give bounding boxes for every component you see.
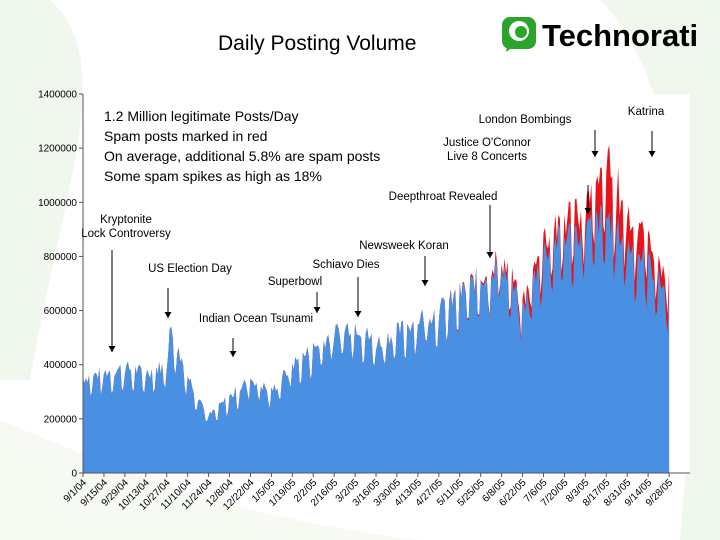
arrow-head-icon <box>591 151 599 157</box>
annotation-label: Deepthroat Revealed <box>389 191 498 203</box>
annotation: Kryptonite Lock Controversy <box>81 214 171 352</box>
y-tick-label: 200000 <box>44 414 78 425</box>
annotation-label: Newsweek Koran <box>359 240 448 252</box>
annotation-label: Justice O'Connor <box>443 137 531 149</box>
arrow-head-icon <box>313 307 321 313</box>
annotation-label: Live 8 Concerts <box>447 151 527 163</box>
arrow-head-icon <box>648 151 656 157</box>
arrow-head-icon <box>229 351 237 357</box>
brand-logo-icon <box>502 17 536 52</box>
event-annotations: Kryptonite Lock Controversy US Election Da… <box>81 106 665 357</box>
annotation: Justice O'Connor Live 8 Concerts <box>443 137 592 214</box>
annotation: Indian Ocean Tsunami <box>199 313 313 357</box>
y-tick-label: 1000000 <box>38 198 77 209</box>
legitimate-series-area <box>83 204 670 473</box>
summary-notes: 1.2 Million legitimate Posts/Day Spam po… <box>104 108 380 184</box>
annotation: Superbowl <box>268 276 322 313</box>
annotation: Deepthroat Revealed <box>389 191 498 258</box>
brand-name: Technorati <box>542 18 698 53</box>
arrow-head-icon <box>421 280 429 286</box>
annotation-label: Kryptonite <box>100 214 152 226</box>
annotation-label: London Bombings <box>479 114 572 126</box>
annotation-label: US Election Day <box>148 263 232 275</box>
y-tick-label: 400000 <box>44 360 78 371</box>
y-axis-ticks: 0 200000 400000 600000 800000 1000000 1200000 1… <box>38 90 83 480</box>
note-line: 1.2 Million legitimate Posts/Day <box>104 108 299 124</box>
annotation: Katrina <box>628 106 665 157</box>
annotation-label: Schiavo Dies <box>312 259 379 271</box>
arrow-head-icon <box>108 346 116 352</box>
note-line: Some spam spikes as high as 18% <box>104 168 322 184</box>
annotation-label: Superbowl <box>268 276 322 288</box>
arrow-head-icon <box>164 312 172 318</box>
technorati-logo: Technorati <box>502 17 698 53</box>
y-tick-label: 1400000 <box>38 90 77 101</box>
y-tick-label: 800000 <box>44 252 78 263</box>
annotation: London Bombings <box>479 114 599 157</box>
y-tick-label: 600000 <box>44 306 78 317</box>
annotation-label: Indian Ocean Tsunami <box>199 313 313 325</box>
plot-area <box>82 94 690 474</box>
arrow-head-icon <box>584 208 592 214</box>
y-tick-label: 0 <box>71 469 77 480</box>
note-line: On average, additional 5.8% are spam pos… <box>104 148 380 164</box>
note-line: Spam posts marked in red <box>104 128 267 144</box>
annotation: Schiavo Dies <box>312 259 380 317</box>
annotation-label: Lock Controversy <box>81 228 171 240</box>
arrow-head-icon <box>486 252 494 258</box>
arrow-head-icon <box>354 311 362 317</box>
annotation: US Election Day <box>148 263 232 318</box>
slide-title: Daily Posting Volume <box>218 32 416 55</box>
y-tick-label: 1200000 <box>38 144 77 155</box>
annotation: Newsweek Koran <box>359 240 449 286</box>
annotation-label: Katrina <box>628 106 665 118</box>
